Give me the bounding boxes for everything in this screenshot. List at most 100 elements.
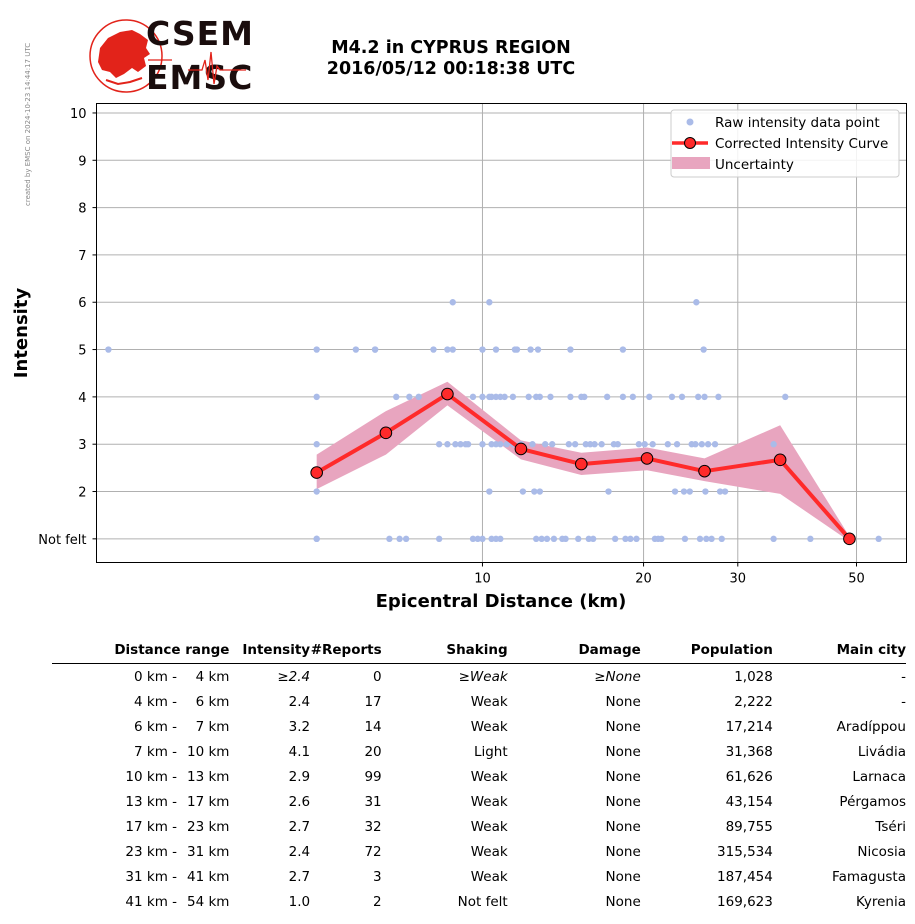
y-tick-label: 7 xyxy=(78,249,86,264)
intensity-cell: 1.0 xyxy=(288,893,311,910)
city-cell: - xyxy=(901,693,906,710)
raw-data-point xyxy=(497,441,504,448)
raw-data-point xyxy=(479,346,486,353)
raw-data-point xyxy=(704,441,712,448)
raw-data-point xyxy=(549,441,556,448)
raw-data-point xyxy=(635,441,643,448)
raw-points-layer xyxy=(105,299,882,543)
y-axis-label: Intensity xyxy=(11,288,32,379)
raw-data-point xyxy=(646,393,653,401)
distance-max: 6 km xyxy=(195,693,230,710)
raw-data-point xyxy=(313,393,320,401)
distance-min: 10 km - xyxy=(125,768,178,785)
intensity-cell: 2.4 xyxy=(288,693,311,710)
raw-data-point xyxy=(386,535,393,543)
city-cell: Larnaca xyxy=(852,768,906,785)
intensity-cell: 2.9 xyxy=(288,768,311,785)
damage-cell: None xyxy=(605,793,641,810)
raw-data-point xyxy=(681,535,689,543)
reports-cell: 99 xyxy=(364,768,382,785)
raw-data-point xyxy=(525,393,532,401)
raw-data-point xyxy=(501,393,508,401)
legend-curve-label: Corrected Intensity Curve xyxy=(715,136,888,152)
distance-max: 41 km xyxy=(187,868,230,885)
distance-max: 23 km xyxy=(187,818,230,835)
curve-point xyxy=(441,387,454,401)
raw-data-point xyxy=(668,393,676,401)
raw-data-point xyxy=(396,535,403,543)
intensity-chart: Not felt 2 3 4 5 6 7 8 9 10 10 20 30 50 Epicentral Di… xyxy=(11,103,907,612)
header-main-city: Main city xyxy=(836,641,906,658)
raw-data-point xyxy=(619,346,627,353)
intensity-cell: 2.7 xyxy=(288,868,311,885)
distance-max: 4 km xyxy=(195,668,230,685)
raw-data-point xyxy=(700,346,707,353)
reports-cell: 0 xyxy=(373,668,382,685)
intensity-cell: 4.1 xyxy=(288,743,311,760)
chart-title: M4.2 in CYPRUS REGION 2016/05/12 00:18:3… xyxy=(300,38,602,80)
header-population: Population xyxy=(690,641,773,658)
damage-cell: None xyxy=(605,743,641,760)
raw-data-point xyxy=(531,488,538,495)
damage-cell: None xyxy=(605,868,641,885)
raw-data-point xyxy=(770,535,777,543)
raw-data-point xyxy=(680,488,688,495)
raw-data-point xyxy=(696,535,704,543)
damage-cell: ≥None xyxy=(594,668,641,685)
table-row: 17 km - 23 km 2.7 32 Weak None 89,755 Tséri xyxy=(52,814,906,839)
raw-data-point xyxy=(649,441,656,448)
y-tick-label: 3 xyxy=(78,438,86,453)
raw-data-point xyxy=(488,535,495,543)
distance-max: 7 km xyxy=(195,718,230,735)
table-row: 6 km - 7 km 3.2 14 Weak None 17,214 Aradíppou xyxy=(52,714,906,739)
distance-min: 13 km - xyxy=(125,793,178,810)
distance-min: 17 km - xyxy=(125,818,178,835)
shaking-cell: Weak xyxy=(470,693,508,710)
raw-data-point xyxy=(603,393,611,401)
raw-data-point xyxy=(469,393,477,401)
intensity-cell: 3.2 xyxy=(288,718,311,735)
table-row: 13 km - 17 km 2.6 31 Weak None 43,154 Pérgamos xyxy=(52,789,906,814)
raw-data-point xyxy=(686,488,693,495)
table-row: 23 km - 31 km 2.4 72 Weak None 315,534 Nicosia xyxy=(52,839,906,864)
raw-data-point xyxy=(585,535,592,543)
curve-point xyxy=(640,452,654,465)
raw-data-point xyxy=(716,488,724,495)
logo-text-top: CSEM xyxy=(146,14,254,53)
raw-data-point xyxy=(582,441,590,448)
raw-data-point xyxy=(519,488,527,495)
reports-cell: 32 xyxy=(364,818,382,835)
city-cell: Kyrenia xyxy=(856,893,906,910)
distance-min: 4 km - xyxy=(134,693,178,710)
y-tick-label: 8 xyxy=(78,202,86,217)
distance-max: 13 km xyxy=(187,768,230,785)
damage-cell: None xyxy=(605,893,641,910)
raw-data-point xyxy=(664,441,672,448)
raw-data-point xyxy=(589,535,597,543)
reports-cell: 3 xyxy=(373,868,382,885)
reports-cell: 31 xyxy=(364,793,382,810)
y-tick-label: 9 xyxy=(78,154,86,169)
raw-data-point xyxy=(488,441,495,448)
raw-data-point xyxy=(614,441,621,448)
legend-band-label: Uncertainty xyxy=(715,157,794,173)
legend-raw-marker xyxy=(686,118,694,126)
table-row: 41 km - 54 km 1.0 2 Not felt None 169,623 Kyren… xyxy=(52,889,906,914)
population-cell: 17,214 xyxy=(725,718,773,735)
table-header-row: Distance range Intensity #Reports Shakin… xyxy=(52,640,906,664)
population-cell: 89,755 xyxy=(725,818,773,835)
y-tick-label: 5 xyxy=(78,344,86,359)
legend-box xyxy=(670,109,900,178)
shaking-cell: Not felt xyxy=(457,893,508,910)
reports-cell: 2 xyxy=(373,893,382,910)
raw-data-point xyxy=(393,393,400,401)
raw-data-point xyxy=(406,393,413,401)
table-row: 10 km - 13 km 2.9 99 Weak None 61,626 Larnaca xyxy=(52,764,906,789)
city-cell: Livádia xyxy=(857,743,906,760)
raw-data-point xyxy=(509,393,517,401)
damage-cell: None xyxy=(605,818,641,835)
raw-data-point xyxy=(693,299,700,306)
legend-raw-label: Raw intensity data point xyxy=(715,115,880,131)
raw-data-point xyxy=(464,441,472,448)
raw-data-point xyxy=(479,535,486,543)
